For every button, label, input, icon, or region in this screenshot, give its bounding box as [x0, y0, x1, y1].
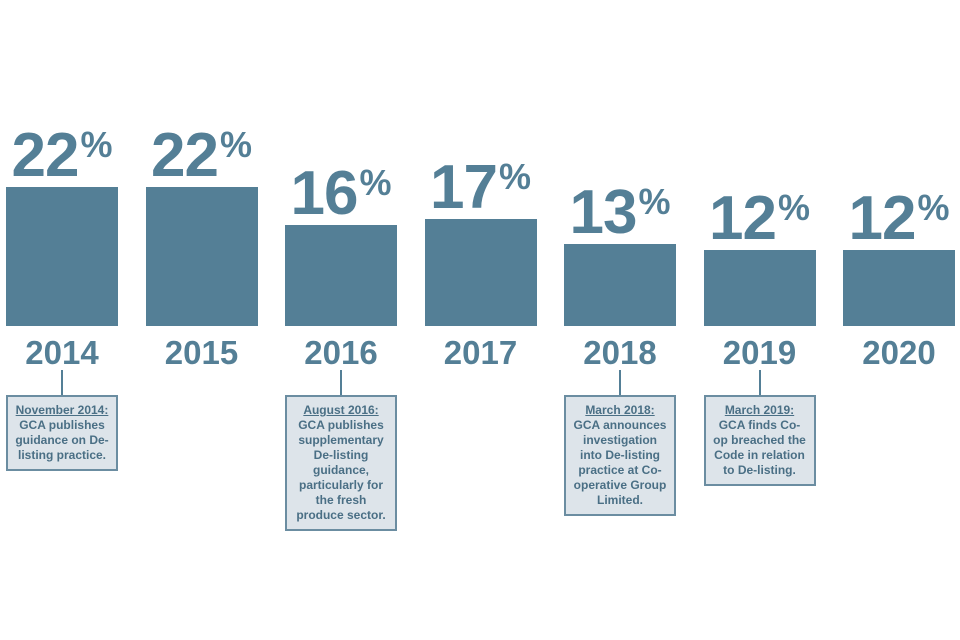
value-label-2016: 16% [285, 163, 397, 225]
value-label-2020: 12% [843, 188, 955, 250]
annotation-text: GCA publishes guidance on De-listing pra… [15, 418, 109, 462]
annotation-date: August 2016: [303, 403, 379, 417]
annotation-box-2016: August 2016: GCA publishes supplementary … [285, 395, 397, 531]
value-number: 12 [709, 184, 777, 254]
annotation-box-2014: November 2014: GCA publishes guidance on … [6, 395, 118, 471]
value-label-2015: 22% [146, 125, 258, 187]
value-number: 22 [151, 121, 219, 191]
year-label-2018: 2018 [583, 334, 657, 371]
bar-2019 [703, 250, 816, 326]
annotation-text: GCA announces investigation into De-list… [573, 418, 667, 507]
annotation-date: November 2014: [15, 403, 109, 417]
value-number: 16 [290, 159, 359, 229]
annotation-date: March 2019: [724, 403, 795, 417]
annotation-date: March 2018: [585, 403, 655, 417]
annotation-text: GCA publishes supplementary De-listing g… [296, 418, 386, 522]
percent-sign: % [219, 124, 252, 166]
year-label-2015: 2015 [164, 334, 239, 371]
percent-sign: % [917, 187, 950, 229]
value-label-2014: 22% [6, 125, 118, 187]
annotation-connector-2016 [340, 370, 342, 395]
percent-sign: % [777, 187, 810, 229]
year-label-2020: 2020 [862, 334, 936, 371]
annotation-box-2019: March 2019: GCA finds Co-op breached the … [703, 395, 816, 486]
value-label-2019: 12% [704, 188, 816, 250]
year-label-2016: 2016 [304, 334, 378, 371]
year-label-2014: 2014 [25, 334, 99, 371]
value-number: 22 [11, 121, 80, 191]
value-number: 12 [848, 184, 917, 254]
percent-sign: % [359, 162, 392, 204]
bar-2018 [564, 244, 676, 326]
year-label-2019: 2019 [722, 334, 797, 371]
annotation-text: GCA finds Co-op breached the Code in rel… [713, 418, 806, 477]
year-label-2017: 2017 [443, 334, 518, 371]
annotation-connector-2014 [61, 370, 63, 395]
annotation-connector-2018 [619, 370, 621, 395]
annotation-connector-2019 [758, 370, 761, 395]
bar-2015 [145, 187, 258, 326]
value-number: 13 [569, 178, 638, 248]
value-label-2017: 17% [425, 155, 537, 219]
bar-2020 [843, 250, 955, 326]
percent-sign: % [638, 181, 671, 223]
percent-sign: % [80, 124, 113, 166]
value-number: 17 [430, 152, 498, 222]
annotation-box-2018: March 2018: GCA announces investigation i… [564, 395, 676, 516]
percent-sign: % [498, 155, 531, 197]
bar-2017 [424, 218, 537, 326]
value-label-2018: 13% [564, 182, 676, 244]
bar-2016 [285, 225, 397, 326]
bar-2014 [6, 187, 118, 326]
